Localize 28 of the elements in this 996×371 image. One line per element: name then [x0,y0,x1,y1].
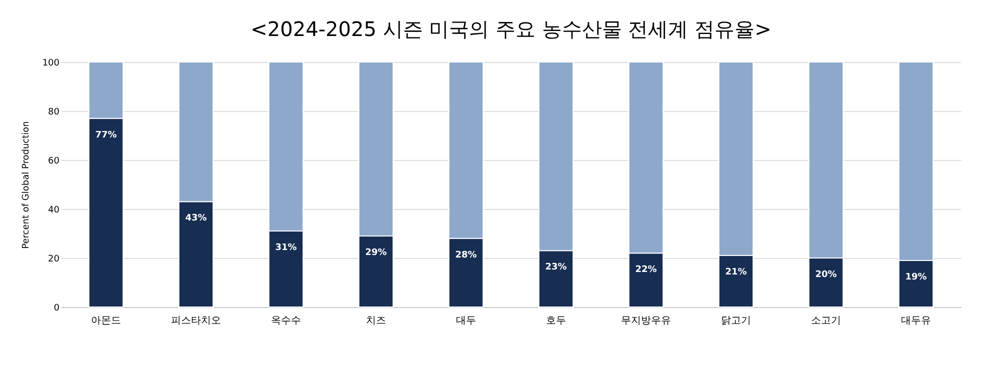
data-label: 43% [185,214,207,224]
x-tick-label: 옥수수 [271,316,301,326]
x-tick-label: 무지방우유 [621,316,671,326]
x-tick-label: 닭고기 [721,316,751,326]
x-tick-label: 소고기 [811,316,841,326]
y-tick-label: 0 [54,304,60,314]
data-label: 22% [635,265,657,276]
chart-title: <2024-2025 시즌 미국의 주요 농수산물 전세계 점유율> [250,17,772,41]
data-label: 28% [455,250,477,260]
y-tick-label: 20 [48,254,60,264]
data-label: 23% [545,262,567,273]
y-axis-title: Percent of Global Production [21,121,32,249]
x-tick-label: 대두 [456,316,476,326]
data-label: 20% [815,270,837,280]
x-tick-label: 아몬드 [91,316,121,326]
x-tick-label: 대두유 [901,316,931,326]
x-tick-label: 피스타치오 [171,316,221,326]
data-label: 77% [95,130,117,140]
y-tick-label: 80 [48,108,60,118]
y-tick-label: 60 [48,156,60,166]
data-label: 31% [275,243,297,254]
x-tick-label: 치즈 [366,316,386,326]
data-label: 29% [365,248,387,258]
y-tick-label: 100 [42,58,60,68]
data-label: 19% [905,272,927,282]
data-label: 21% [725,268,747,278]
y-tick-label: 40 [48,206,60,216]
x-tick-label: 호두 [546,316,566,326]
